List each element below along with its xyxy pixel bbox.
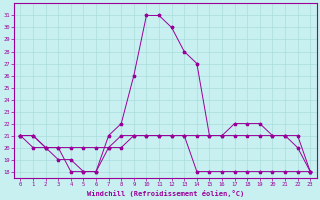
X-axis label: Windchill (Refroidissement éolien,°C): Windchill (Refroidissement éolien,°C) [87, 190, 244, 197]
